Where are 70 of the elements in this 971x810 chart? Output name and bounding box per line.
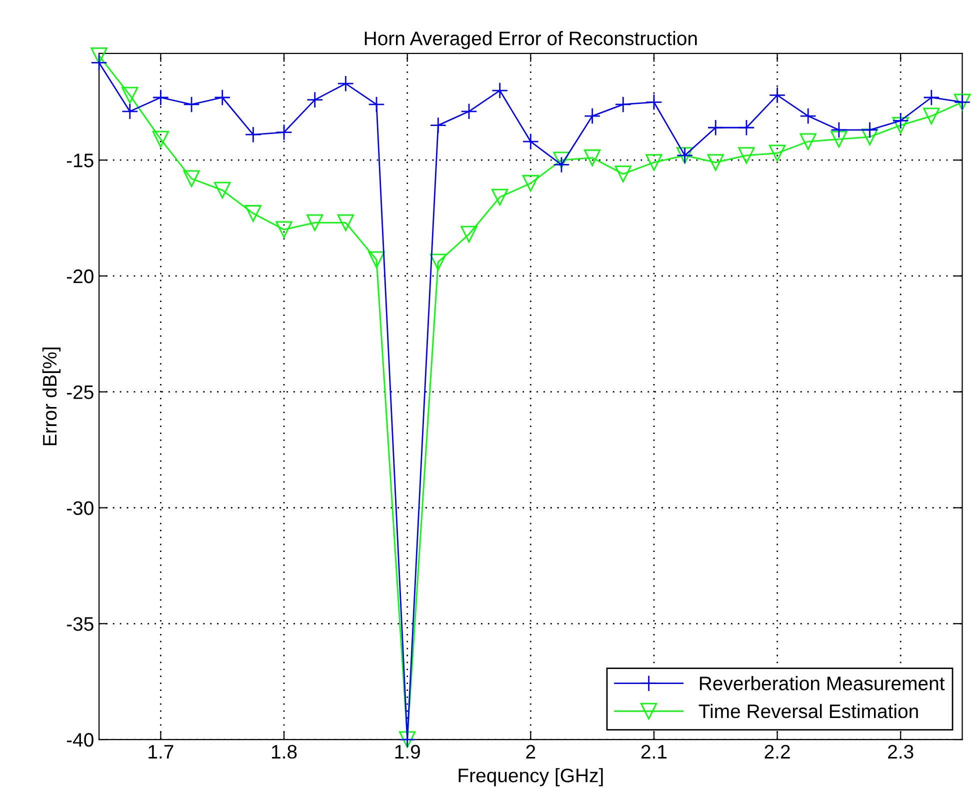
point bbox=[368, 96, 385, 113]
point bbox=[738, 119, 755, 136]
point bbox=[707, 119, 724, 136]
x-tick-label: 1.8 bbox=[272, 744, 297, 759]
x-tick-label: 2.1 bbox=[641, 744, 667, 758]
point bbox=[584, 108, 601, 124]
point bbox=[491, 188, 508, 206]
point bbox=[738, 147, 755, 164]
point bbox=[183, 96, 200, 113]
point bbox=[122, 86, 138, 104]
x-tick-label: 2.2 bbox=[764, 744, 790, 758]
point bbox=[830, 130, 848, 148]
x-tick-label: 1.7 bbox=[148, 745, 174, 758]
chart-title: Horn Averaged Error of Reconstruction bbox=[364, 31, 697, 50]
point bbox=[768, 86, 786, 104]
point bbox=[553, 156, 570, 174]
y-tick-label: -30 bbox=[66, 501, 94, 515]
point bbox=[306, 91, 324, 108]
point bbox=[460, 103, 478, 120]
point bbox=[214, 182, 231, 199]
x-tick-label: 2.3 bbox=[888, 744, 914, 759]
point bbox=[152, 130, 170, 148]
point bbox=[430, 254, 446, 270]
point bbox=[861, 128, 878, 146]
point bbox=[244, 126, 262, 143]
point bbox=[522, 174, 539, 192]
point bbox=[430, 116, 446, 134]
y-tick-label: -40 bbox=[66, 733, 94, 747]
point bbox=[646, 154, 662, 171]
point bbox=[276, 124, 292, 141]
point bbox=[183, 170, 200, 187]
point bbox=[522, 133, 539, 150]
point bbox=[646, 94, 662, 110]
point bbox=[90, 47, 108, 64]
legend-label: Reverberation Measurement bbox=[700, 676, 945, 690]
point bbox=[122, 103, 138, 120]
point bbox=[152, 89, 170, 106]
point bbox=[830, 122, 848, 138]
point bbox=[90, 54, 108, 72]
point bbox=[553, 152, 570, 168]
point bbox=[861, 122, 878, 138]
point bbox=[892, 112, 909, 130]
point bbox=[892, 116, 909, 134]
legend-label: Time Reversal Estimation bbox=[698, 704, 918, 718]
point bbox=[214, 89, 231, 106]
y-tick-label: -15 bbox=[66, 154, 94, 168]
point bbox=[800, 108, 816, 124]
y-tick-label: -25 bbox=[66, 385, 94, 400]
point bbox=[923, 108, 940, 124]
point bbox=[337, 214, 354, 231]
point bbox=[244, 205, 262, 222]
point bbox=[337, 75, 354, 92]
point bbox=[368, 251, 385, 268]
point bbox=[768, 144, 786, 162]
point bbox=[800, 133, 816, 150]
point bbox=[923, 89, 940, 106]
x-tick-label: 2 bbox=[526, 744, 536, 758]
x-tick-label: 1.9 bbox=[395, 744, 420, 759]
x-axis-title: Frequency [GHz] bbox=[458, 768, 603, 786]
point bbox=[614, 96, 632, 113]
y-tick-label: -35 bbox=[66, 617, 94, 631]
y-axis-title: Error dB[%] bbox=[42, 348, 61, 446]
point bbox=[614, 166, 632, 182]
point bbox=[491, 82, 508, 99]
point bbox=[707, 154, 724, 171]
point bbox=[276, 221, 292, 238]
point bbox=[306, 214, 324, 231]
point bbox=[584, 149, 601, 166]
y-tick-label: -20 bbox=[66, 269, 94, 284]
point bbox=[460, 226, 478, 243]
